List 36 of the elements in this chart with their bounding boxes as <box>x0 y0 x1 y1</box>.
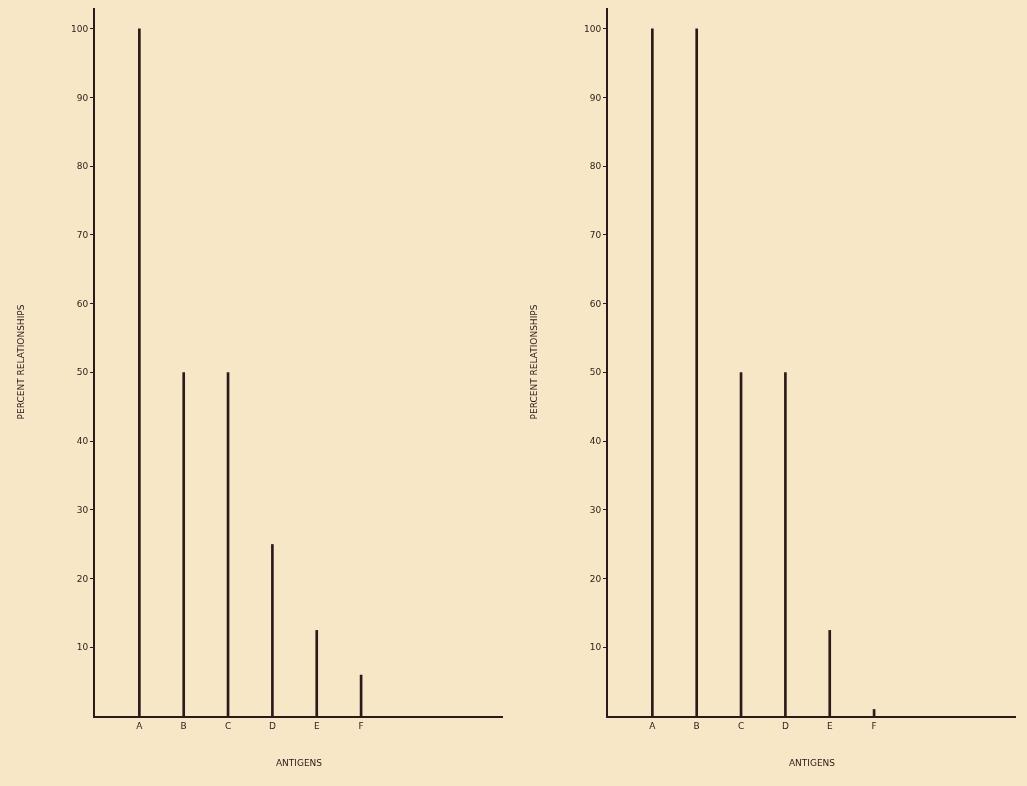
x-tick-label: F <box>871 720 877 731</box>
x-tick-label: C <box>224 720 232 731</box>
y-tick-label: 100 <box>584 23 602 34</box>
y-tick-label: 60 <box>76 298 89 309</box>
y-tick-label: 50 <box>589 367 602 378</box>
y-tick-label: 70 <box>76 229 89 240</box>
y-tick-label: 20 <box>589 573 602 584</box>
y-tick-label: 60 <box>589 298 602 309</box>
y-tick-label: 90 <box>76 92 89 103</box>
x-tick-label: A <box>649 720 657 731</box>
x-tick-label: A <box>136 720 144 731</box>
y-tick-label: 10 <box>589 642 602 653</box>
y-axis-title: PERCENT RELATIONSHIPS <box>528 304 539 420</box>
y-tick-label: 20 <box>76 573 89 584</box>
y-tick-label: 70 <box>589 229 602 240</box>
x-tick-label: B <box>693 720 700 731</box>
y-tick-label: 40 <box>76 436 89 447</box>
x-tick-label: B <box>180 720 187 731</box>
y-tick-label: 100 <box>71 23 89 34</box>
y-tick-label: 80 <box>76 161 89 172</box>
x-axis-title: ANTIGENS <box>275 758 323 769</box>
x-tick-label: D <box>268 720 276 731</box>
y-axis-title: PERCENT RELATIONSHIPS <box>15 304 26 420</box>
y-tick-label: 80 <box>589 161 602 172</box>
y-tick-label: 50 <box>76 367 89 378</box>
x-tick-label: E <box>313 720 320 731</box>
y-tick-label: 40 <box>589 436 602 447</box>
x-tick-label: D <box>781 720 789 731</box>
x-tick-label: F <box>358 720 364 731</box>
y-tick-label: 90 <box>589 92 602 103</box>
y-tick-label: 30 <box>76 504 89 515</box>
x-axis-title: ANTIGENS <box>788 758 836 769</box>
x-tick-label: C <box>737 720 745 731</box>
y-tick-label: 10 <box>76 642 89 653</box>
y-tick-label: 30 <box>589 504 602 515</box>
x-tick-label: E <box>826 720 833 731</box>
